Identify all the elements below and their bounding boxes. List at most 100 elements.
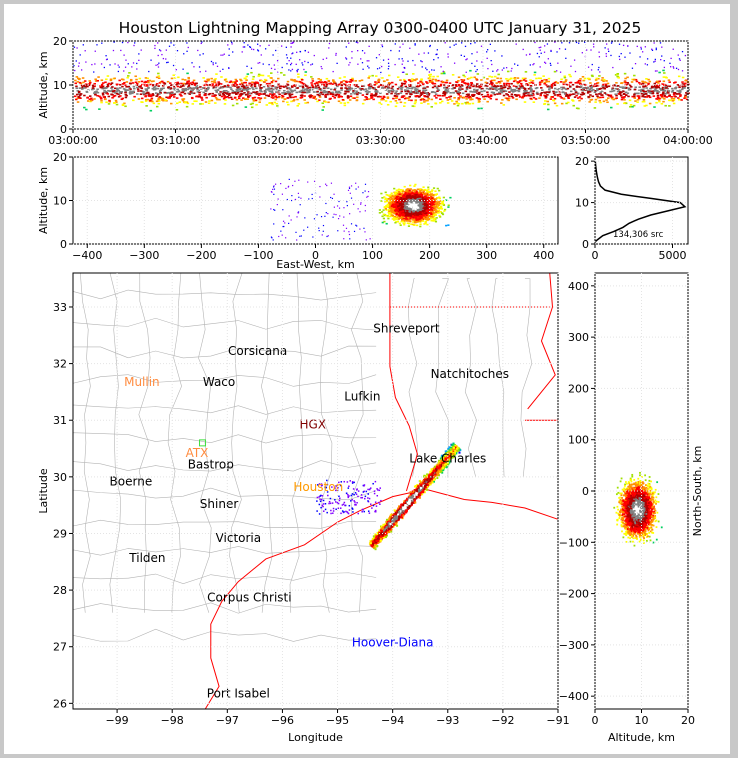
time-height-source <box>587 90 590 93</box>
time-height-source <box>492 85 496 88</box>
time-height-source-sparse <box>654 58 656 61</box>
time-height-source-sparse <box>186 42 188 44</box>
time-height-source <box>681 88 684 91</box>
time-height-source-sparse <box>84 50 86 52</box>
east-west-source <box>385 214 388 217</box>
time-height-source <box>477 97 480 100</box>
time-height-source <box>135 78 138 81</box>
time-height-source <box>233 91 237 94</box>
east-west-source <box>447 204 450 207</box>
time-height-source-sparse <box>348 64 350 66</box>
time-height-source <box>515 85 518 88</box>
time-height-source-sparse <box>161 53 163 56</box>
time-height-source-sparse <box>264 48 267 50</box>
time-height-source <box>375 82 378 85</box>
time-height-source <box>411 80 414 82</box>
time-height-source <box>89 100 92 103</box>
time-height-source <box>151 93 155 95</box>
time-height-source <box>159 92 162 94</box>
time-height-source <box>543 102 547 105</box>
time-height-source <box>235 80 238 82</box>
time-height-source <box>461 84 464 87</box>
time-height-source <box>522 79 526 81</box>
time-height-source <box>501 99 504 101</box>
time-height-source-sparse <box>659 42 662 44</box>
time-height-source <box>226 91 230 93</box>
time-height-source-sparse <box>138 53 140 55</box>
time-height-source <box>369 87 372 89</box>
time-height-source <box>187 92 190 94</box>
time-height-source <box>168 97 171 99</box>
time-height-source <box>113 92 117 94</box>
time-height-source <box>564 92 567 94</box>
time-height-source <box>76 90 79 92</box>
time-height-source-sparse <box>304 49 306 52</box>
time-height-source <box>187 77 191 80</box>
time-height-source <box>661 96 664 99</box>
time-height-source <box>640 88 643 91</box>
time-height-source <box>425 81 428 83</box>
time-height-source-sparse <box>620 52 622 55</box>
time-height-source <box>567 96 570 98</box>
time-height-source <box>276 105 279 107</box>
time-height-source <box>624 91 628 93</box>
time-height-source-sparse <box>612 66 614 69</box>
time-height-source <box>617 93 621 95</box>
time-height-source <box>265 88 268 91</box>
time-height-source <box>394 105 398 108</box>
time-height-source-sparse <box>672 48 674 50</box>
time-height-source <box>227 84 231 87</box>
time-height-source <box>409 93 412 95</box>
time-height-source <box>431 81 434 83</box>
time-height-source <box>357 90 361 92</box>
time-height-source-sparse <box>210 60 213 63</box>
time-height-source <box>322 106 325 108</box>
time-height-source <box>652 95 656 97</box>
time-height-source <box>94 78 97 81</box>
time-height-source <box>323 89 326 92</box>
time-height-source <box>638 95 641 97</box>
time-height-source <box>323 84 327 87</box>
time-height-source <box>595 93 598 96</box>
time-height-source <box>217 93 221 95</box>
time-height-source <box>248 82 251 85</box>
time-height-source-sparse <box>288 60 290 62</box>
east-west-source <box>431 219 434 222</box>
time-height-source <box>285 86 289 89</box>
time-height-source-sparse <box>644 63 646 65</box>
time-height-source <box>129 79 133 82</box>
time-height-source <box>254 91 257 94</box>
east-west-source <box>433 212 436 215</box>
east-west-source <box>421 218 425 221</box>
time-height-source <box>88 95 92 97</box>
time-height-source-sparse <box>503 67 505 69</box>
time-height-source <box>193 100 196 102</box>
time-height-source <box>572 93 575 95</box>
time-height-source <box>517 87 521 90</box>
east-west-source <box>413 190 416 193</box>
time-height-source <box>410 87 414 90</box>
time-height-source <box>146 98 149 101</box>
time-height-source <box>210 99 214 102</box>
time-height-source <box>298 91 301 93</box>
time-height-source-sparse <box>172 64 175 67</box>
time-height-source <box>502 94 506 97</box>
time-height-source <box>161 80 164 83</box>
time-height-source <box>663 98 666 100</box>
time-height-source <box>508 85 511 88</box>
time-height-source <box>303 84 307 86</box>
time-height-source-sparse <box>492 70 494 72</box>
time-height-source <box>444 91 447 94</box>
time-height-source <box>260 79 263 82</box>
time-height-source <box>516 77 520 79</box>
time-height-source <box>611 96 614 99</box>
time-height-source <box>218 98 221 101</box>
time-height-source <box>237 95 241 98</box>
time-height-source <box>440 72 444 75</box>
time-height-source-sparse <box>246 65 248 68</box>
time-height-source-sparse <box>268 44 270 46</box>
east-west-source <box>397 212 400 214</box>
time-height-source <box>252 88 255 91</box>
time-height-source-sparse <box>303 68 305 71</box>
time-height-source <box>567 97 570 99</box>
